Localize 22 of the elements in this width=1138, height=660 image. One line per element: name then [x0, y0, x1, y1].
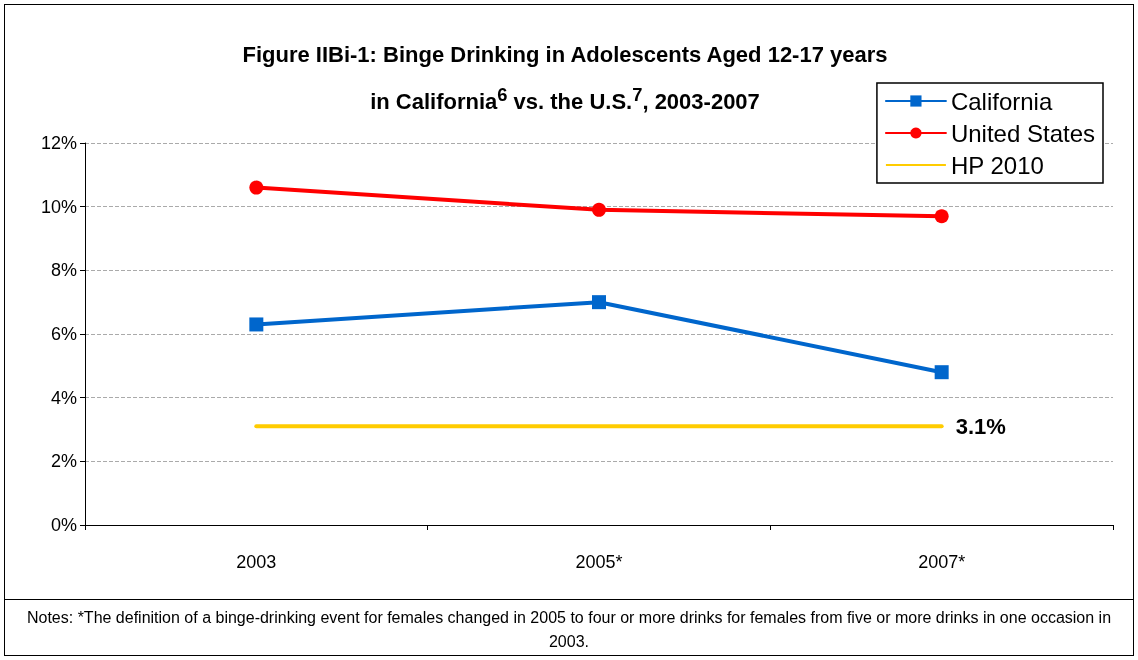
point: [249, 180, 264, 195]
y-tick-label: 6%: [50, 324, 77, 344]
chart-title: Figure IIBi-1: Binge Drinking in Adolescents Aged 12-17 years in California$^{6}$ vs. the U.S.$^{7}$, 2003-2007: [241, 41, 889, 117]
x-tick-label: 2007*: [918, 552, 966, 572]
point: [249, 317, 264, 332]
y-tick-label: 8%: [50, 260, 77, 281]
point: [934, 365, 949, 380]
y-tick-label: 4%: [50, 387, 77, 408]
legend-label: United States: [950, 119, 1096, 147]
x-tick-label: 2005*: [575, 552, 623, 572]
text: Notes: *The definition of a binge-drinking event for females changed in 2005 to four or more drinks for females from five or more drinks in one occasion in 2003.: [5, 599, 1133, 654]
data-label: 3.1%: [955, 413, 1006, 439]
y-tick-label: 0%: [50, 515, 77, 535]
point: [934, 209, 949, 224]
y-tick-label: 2%: [50, 451, 77, 472]
y-tick-label: 10%: [40, 196, 77, 217]
x-tick-label: 2003: [236, 552, 277, 572]
legend-label: HP 2010: [950, 151, 1044, 179]
y-tick-label: 12%: [40, 133, 77, 153]
point: [592, 295, 606, 310]
legend-label: California: [950, 87, 1053, 115]
point: [592, 202, 606, 217]
